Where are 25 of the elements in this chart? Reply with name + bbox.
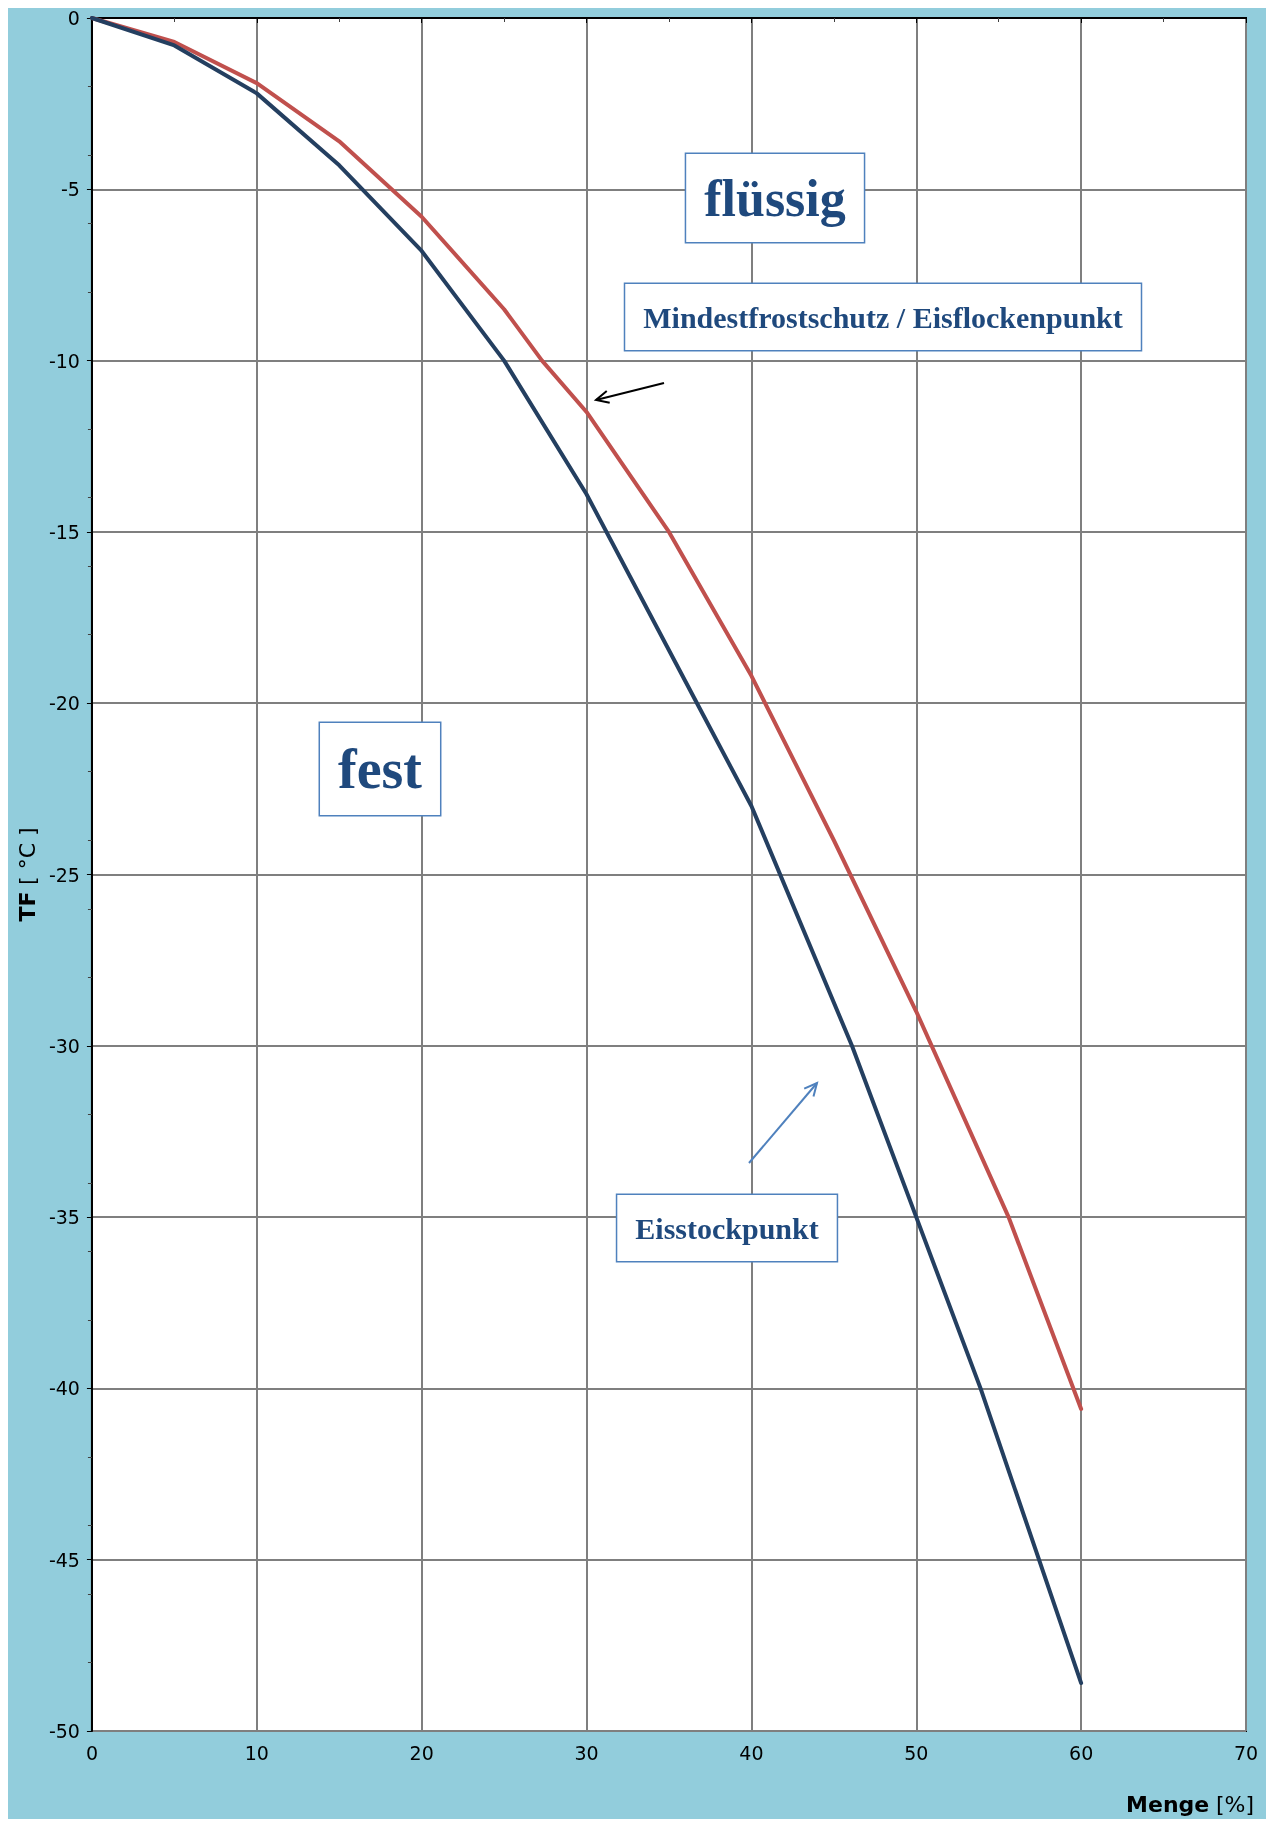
y-tick-label: -50 <box>48 1720 80 1742</box>
y-tick-label: -20 <box>48 692 80 715</box>
x-tick-label: 60 <box>1069 1741 1094 1764</box>
x-tick-label: 10 <box>244 1741 269 1764</box>
y-tick-label: -25 <box>48 863 80 886</box>
annotation: flüssig <box>704 169 846 227</box>
y-tick-label: 0 <box>67 7 80 29</box>
annotation: Eisstockpunkt <box>635 1211 819 1245</box>
y-tick-label: -45 <box>48 1548 80 1571</box>
x-tick-label: 40 <box>739 1741 764 1764</box>
x-tick-label: 0 <box>85 1741 98 1764</box>
x-axis-title: Menge [%] <box>1126 1791 1255 1817</box>
annotation: Mindestfrostschutz / Eisflockenpunkt <box>643 300 1123 334</box>
y-tick-label: -40 <box>48 1377 80 1400</box>
y-tick-label: -15 <box>48 520 80 543</box>
x-tick-label: 50 <box>904 1741 929 1764</box>
y-tick-label: -10 <box>48 349 80 372</box>
x-tick-label: 20 <box>409 1741 434 1764</box>
y-axis-title: TF [ °C ] <box>14 827 40 922</box>
y-tick-label: -35 <box>48 1206 80 1229</box>
x-tick-label: 70 <box>1233 1741 1259 1764</box>
y-tick-label: -5 <box>60 178 80 201</box>
x-tick-label: 30 <box>574 1741 599 1764</box>
y-tick-label: -30 <box>48 1034 80 1057</box>
annotation: fest <box>338 738 423 800</box>
